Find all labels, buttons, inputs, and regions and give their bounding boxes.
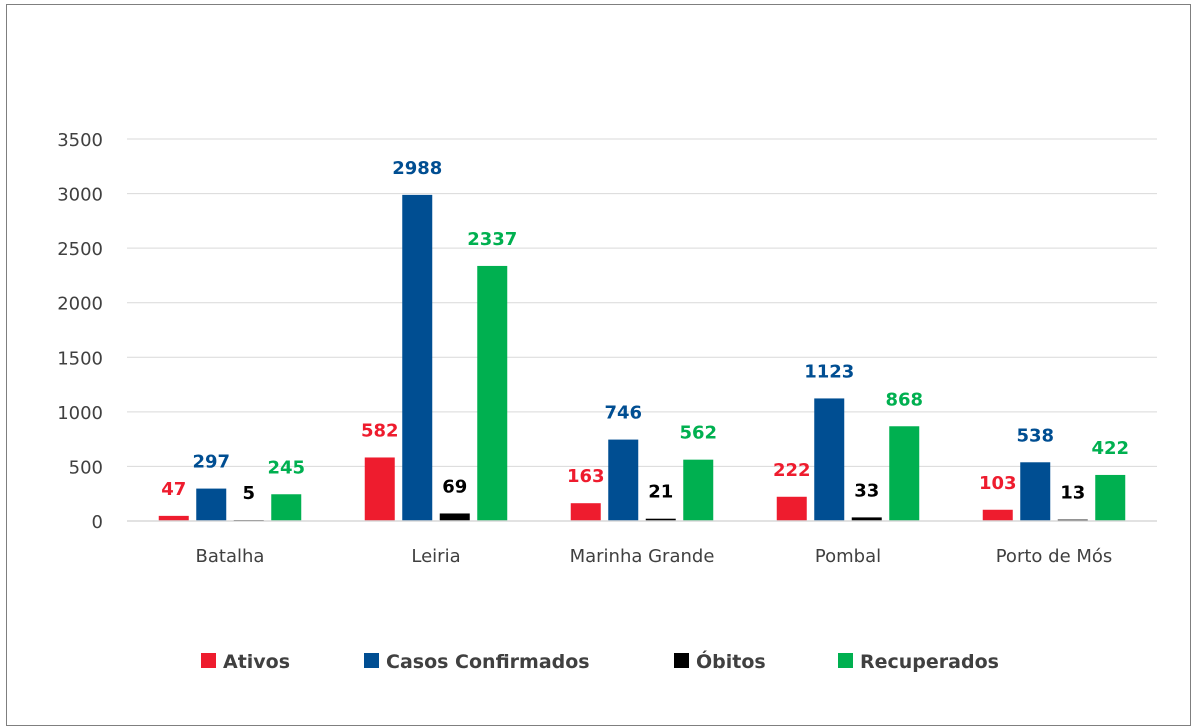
y-axis-ticks: 0 500 1000 1500 2000 2500 3000 3500: [57, 130, 103, 533]
data-label: 746: [604, 403, 642, 424]
bar: [271, 494, 302, 521]
bar: [1020, 462, 1051, 521]
bar: [477, 265, 508, 521]
y-tick-label: 1500: [57, 348, 103, 369]
bar: [645, 518, 676, 521]
data-label: 562: [679, 423, 717, 444]
chart-frame: [6, 4, 1191, 726]
bar: [1095, 474, 1126, 521]
bar: [439, 513, 470, 521]
category-label: Marinha Grande: [570, 546, 715, 567]
data-label: 47: [161, 479, 186, 500]
bar: [364, 457, 395, 521]
data-label: 33: [854, 480, 879, 501]
bar: [851, 517, 882, 521]
data-label: 2337: [467, 229, 517, 250]
legend-swatch: [674, 653, 689, 668]
data-label: 297: [192, 452, 230, 473]
data-label: 422: [1091, 438, 1129, 459]
legend-swatch: [364, 653, 379, 668]
legend-label: Ativos: [223, 651, 290, 673]
data-label: 868: [885, 389, 923, 410]
data-label: 245: [267, 457, 305, 478]
data-label: 582: [361, 420, 399, 441]
bar: [814, 398, 845, 521]
y-tick-label: 500: [69, 457, 103, 478]
bar: [570, 503, 601, 521]
y-tick-label: 2500: [57, 239, 103, 260]
legend-swatch: [838, 653, 853, 668]
bars: [158, 194, 1126, 521]
y-tick-label: 3500: [57, 130, 103, 151]
bar: [776, 496, 807, 521]
data-label: 222: [773, 460, 811, 481]
legend-swatch: [201, 653, 216, 668]
data-label: 13: [1060, 483, 1085, 504]
x-axis-categories: Batalha Leiria Marinha Grande Pombal Porto d…: [196, 546, 1113, 567]
data-label: 538: [1016, 425, 1054, 446]
bar: [608, 439, 639, 521]
y-tick-label: 2000: [57, 294, 103, 315]
bar: [982, 509, 1013, 521]
category-label: Batalha: [196, 546, 265, 567]
bar: [158, 515, 189, 521]
category-label: Pombal: [815, 546, 881, 567]
category-label: Porto de Mós: [996, 546, 1113, 567]
category-label: Leiria: [411, 546, 460, 567]
legend: Ativos Casos Confirmados Óbitos Recuperados: [201, 649, 999, 673]
data-label: 2988: [392, 158, 442, 179]
gridlines: [127, 138, 1157, 467]
legend-label: Óbitos: [696, 649, 766, 673]
y-tick-label: 3000: [57, 185, 103, 206]
data-label: 5: [242, 483, 255, 504]
bar: [683, 459, 714, 521]
data-label: 69: [442, 476, 467, 497]
data-label: 163: [567, 466, 605, 487]
legend-label: Casos Confirmados: [386, 651, 590, 673]
bar: [402, 194, 433, 521]
y-tick-label: 1000: [57, 403, 103, 424]
data-labels: 47 297 5 245 582 2988 69 2337 163 746 21 562 222 1123…: [161, 158, 1129, 504]
data-label: 1123: [804, 361, 854, 382]
bar: [196, 488, 227, 521]
y-tick-label: 0: [92, 512, 103, 533]
bar: [889, 426, 920, 521]
data-label: 21: [648, 482, 673, 503]
data-label: 103: [979, 473, 1017, 494]
legend-label: Recuperados: [860, 651, 999, 673]
